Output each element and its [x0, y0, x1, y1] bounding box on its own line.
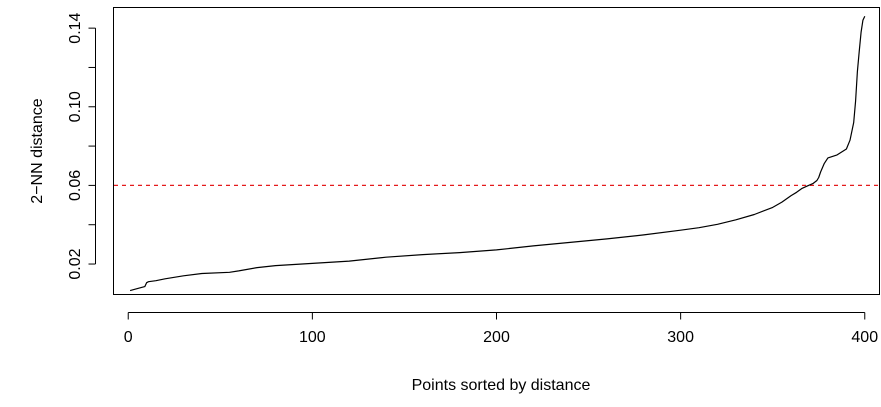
x-tick-label: 200	[483, 329, 510, 346]
x-tick-label: 300	[667, 329, 694, 346]
y-axis: 0.02 0.06 0.10 0.14	[67, 12, 96, 280]
y-tick-label: 0.02	[67, 248, 84, 279]
y-axis-title: 2−NN distance	[29, 98, 46, 203]
plot-area	[114, 16, 879, 292]
y-tick-label: 0.06	[67, 170, 84, 201]
x-axis: 0 100 200 300 400	[124, 312, 878, 346]
x-tick-label: 400	[851, 329, 878, 346]
x-tick-label: 0	[124, 329, 133, 346]
y-tick-label: 0.10	[67, 91, 84, 122]
x-tick-label: 100	[299, 329, 326, 346]
y-tick-label: 0.14	[67, 12, 84, 43]
distance-curve	[129, 16, 866, 292]
plot-frame	[113, 7, 880, 295]
x-axis-title: Points sorted by distance	[412, 377, 591, 394]
